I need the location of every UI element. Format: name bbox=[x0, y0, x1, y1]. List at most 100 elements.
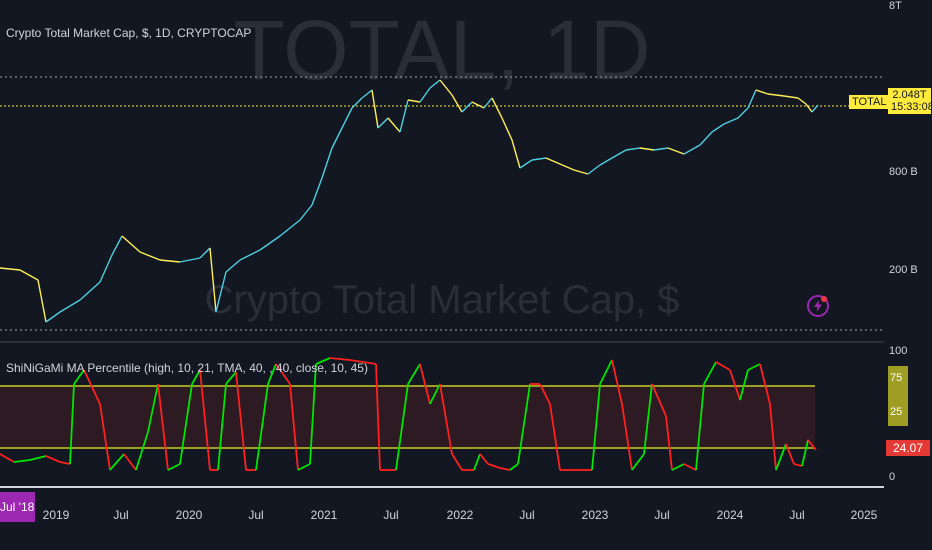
time-axis-border bbox=[0, 486, 884, 488]
price-segment bbox=[587, 164, 601, 175]
indicator-title[interactable]: ShiNiGaMi MA Percentile (high, 10, 21, T… bbox=[6, 361, 368, 375]
time-label: 2022 bbox=[446, 508, 474, 522]
price-segment bbox=[37, 279, 47, 323]
indicator-segment bbox=[715, 361, 731, 371]
symbol-title[interactable]: Crypto Total Market Cap, $, 1D, CRYPTOCA… bbox=[6, 26, 252, 40]
indicator-segment bbox=[135, 431, 149, 471]
indicator-segment bbox=[487, 463, 501, 469]
indicator-segment bbox=[0, 453, 15, 463]
indicator-segment bbox=[665, 415, 673, 471]
price-segment bbox=[239, 249, 261, 261]
price-segment bbox=[439, 79, 453, 96]
indicator-segment bbox=[683, 463, 697, 471]
indicator-current-value: 24.07 bbox=[886, 440, 930, 456]
indicator-segment bbox=[59, 461, 71, 465]
price-segment bbox=[483, 97, 493, 109]
price-segment bbox=[121, 235, 141, 253]
indicator-chart[interactable] bbox=[0, 344, 884, 484]
price-value-tag: 2.048T 15:33:08 bbox=[888, 88, 932, 114]
price-segment bbox=[139, 251, 161, 261]
time-label: Jul bbox=[654, 508, 670, 522]
price-segment bbox=[573, 169, 589, 175]
price-segment bbox=[45, 311, 61, 323]
time-axis[interactable]: Jul '18 2019 Jul 2020 Jul 2021 Jul 2022 Jul 2023… bbox=[0, 488, 932, 550]
ind-tick-0: 0 bbox=[889, 471, 896, 483]
price-value: 2.048T bbox=[892, 89, 927, 101]
indicator-segment bbox=[775, 443, 787, 471]
price-segment bbox=[0, 267, 21, 271]
indicator-segment bbox=[73, 369, 85, 385]
time-label: 2019 bbox=[42, 508, 70, 522]
time-label: 2025 bbox=[850, 508, 878, 522]
price-axis[interactable]: 8T 800 B 200 B 100 0 2.048T 15:33:08 75 … bbox=[884, 0, 932, 484]
price-segment bbox=[511, 139, 521, 169]
price-segment bbox=[79, 281, 101, 301]
indicator-segment bbox=[499, 467, 511, 471]
price-segment bbox=[805, 103, 813, 113]
price-segment bbox=[387, 117, 401, 133]
price-segment bbox=[811, 104, 819, 113]
price-chart[interactable] bbox=[0, 0, 884, 340]
indicator-segment bbox=[759, 363, 771, 405]
price-segment bbox=[279, 219, 301, 237]
band-fill bbox=[0, 386, 815, 448]
price-segment bbox=[259, 235, 281, 251]
indicator-segment bbox=[289, 383, 299, 471]
time-label: Jul bbox=[248, 508, 264, 522]
price-segment bbox=[559, 163, 575, 171]
indicator-segment bbox=[45, 455, 61, 463]
indicator-segment bbox=[225, 371, 237, 385]
indicator-segment bbox=[509, 463, 519, 471]
price-tick-top: 8T bbox=[889, 0, 902, 12]
symbol-watermark: TOTAL, 1D bbox=[233, 3, 651, 97]
price-segment bbox=[519, 159, 533, 169]
price-segment bbox=[59, 299, 81, 313]
indicator-segment bbox=[375, 363, 381, 471]
price-segment bbox=[179, 257, 201, 263]
main-chart-pane[interactable]: TOTAL, 1D Crypto Total Market Cap, $ Cry… bbox=[0, 0, 884, 340]
time-cursor-text: Jul '18 bbox=[0, 500, 35, 514]
price-segment bbox=[311, 177, 323, 206]
price-segment bbox=[341, 107, 353, 129]
price-segment bbox=[683, 144, 701, 155]
price-segment bbox=[199, 247, 211, 259]
indicator-segment bbox=[599, 359, 613, 385]
price-segment bbox=[737, 107, 749, 119]
indicator-segment bbox=[109, 453, 125, 471]
name-watermark: Crypto Total Market Cap, $ bbox=[204, 278, 680, 322]
pane-separator[interactable] bbox=[0, 341, 884, 343]
indicator-segment bbox=[671, 463, 685, 471]
indicator-segment bbox=[329, 357, 351, 361]
price-segment bbox=[331, 127, 343, 149]
price-segment bbox=[99, 254, 113, 283]
time-label: Jul bbox=[113, 508, 129, 522]
indicator-segment bbox=[591, 383, 601, 471]
price-segment bbox=[783, 95, 799, 99]
time-label: Jul bbox=[789, 508, 805, 522]
indicator-segment bbox=[179, 383, 193, 465]
price-segment bbox=[111, 235, 123, 256]
price-segment bbox=[351, 97, 363, 109]
indicator-segment bbox=[29, 455, 47, 461]
time-label: 2021 bbox=[310, 508, 338, 522]
indicator-segment bbox=[309, 363, 317, 465]
indicator-segment bbox=[479, 453, 489, 465]
indicator-segment bbox=[157, 383, 169, 471]
price-segment bbox=[19, 269, 39, 281]
price-segment bbox=[625, 147, 641, 151]
price-segment bbox=[723, 117, 739, 125]
lightning-icon[interactable] bbox=[806, 294, 830, 318]
indicator-series bbox=[0, 357, 817, 471]
price-segment bbox=[767, 93, 785, 97]
indicator-segment bbox=[631, 453, 645, 471]
indicator-segment bbox=[297, 463, 311, 471]
indicator-segment bbox=[439, 383, 453, 455]
indicator-segment bbox=[643, 383, 653, 455]
indicator-pane[interactable]: ShiNiGaMi MA Percentile (high, 10, 21, T… bbox=[0, 344, 884, 484]
indicator-segment bbox=[123, 453, 137, 471]
indicator-segment bbox=[695, 383, 705, 471]
indicator-segment bbox=[729, 369, 741, 401]
indicator-segment bbox=[419, 363, 431, 405]
price-segment bbox=[491, 97, 503, 119]
indicator-segment bbox=[167, 463, 181, 471]
